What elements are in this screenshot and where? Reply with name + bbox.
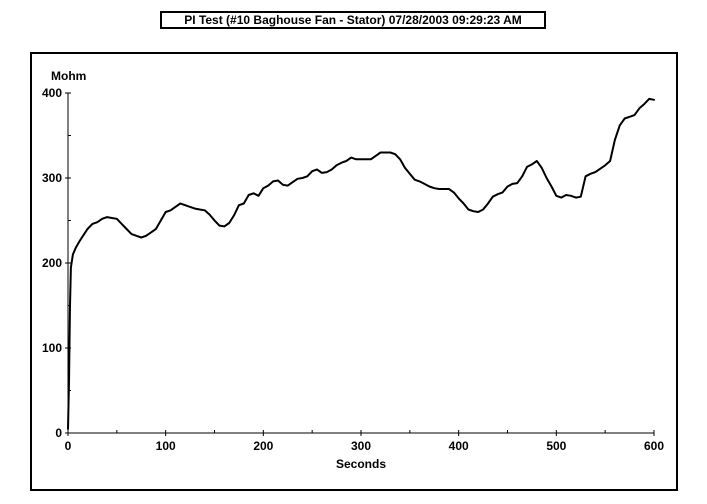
y-tick-label: 100 [42, 341, 62, 355]
chart-frame [30, 52, 678, 491]
series-line [67, 97, 655, 430]
chart-title: PI Test (#10 Baghouse Fan - Stator) 07/2… [160, 11, 546, 29]
x-axis-label: Seconds [336, 457, 386, 471]
x-tick-label: 0 [65, 439, 72, 453]
y-tick-label: 400 [42, 86, 62, 100]
x-tick-label: 400 [449, 439, 469, 453]
x-tick-label: 500 [546, 439, 566, 453]
x-tick-label: 300 [351, 439, 371, 453]
y-tick-label: 0 [55, 426, 62, 440]
y-tick-label: 200 [42, 256, 62, 270]
y-tick-label: 300 [42, 171, 62, 185]
x-tick-label: 600 [644, 439, 664, 453]
x-tick-label: 100 [156, 439, 176, 453]
y-axis-label: Mohm [51, 69, 86, 83]
x-tick-label: 200 [253, 439, 273, 453]
